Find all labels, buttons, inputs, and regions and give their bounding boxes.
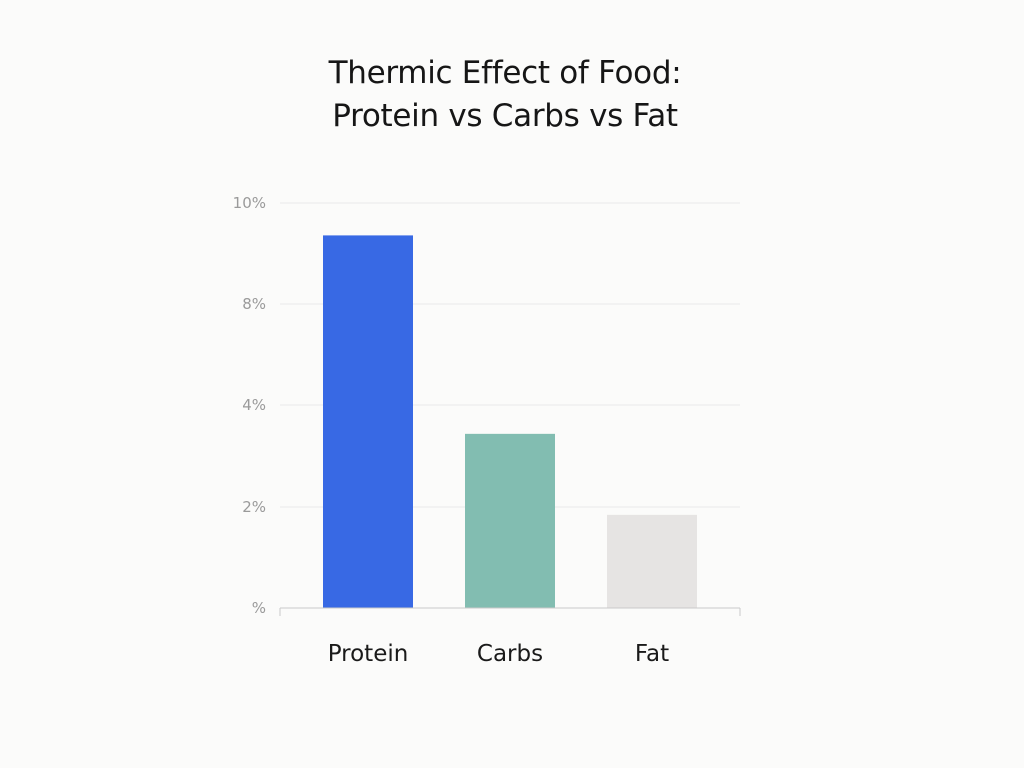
chart-title-line-2: Protein vs Carbs vs Fat (332, 98, 678, 134)
chart-title: Thermic Effect of Food: Protein vs Carbs… (0, 52, 1010, 138)
y-tick-label-4: 4% (242, 396, 266, 414)
y-tick-label-8: 8% (242, 295, 266, 313)
bar-fat (607, 514, 697, 608)
x-category-label-fat: Fat (635, 641, 669, 667)
bar-carbs (465, 433, 555, 608)
y-tick-label-zero: % (252, 599, 266, 617)
x-category-label-protein: Protein (328, 641, 409, 667)
bars (323, 235, 697, 608)
x-category-labels: Protein Carbs Fat (328, 641, 669, 667)
y-tick-label-2: 2% (242, 498, 266, 516)
y-tick-label-10: 10% (233, 194, 266, 212)
y-tick-labels: % 2% 4% 8% 10% (233, 194, 266, 617)
bar-protein (323, 235, 413, 608)
chart-title-line-1: Thermic Effect of Food: (328, 55, 682, 91)
x-category-label-carbs: Carbs (477, 641, 543, 667)
